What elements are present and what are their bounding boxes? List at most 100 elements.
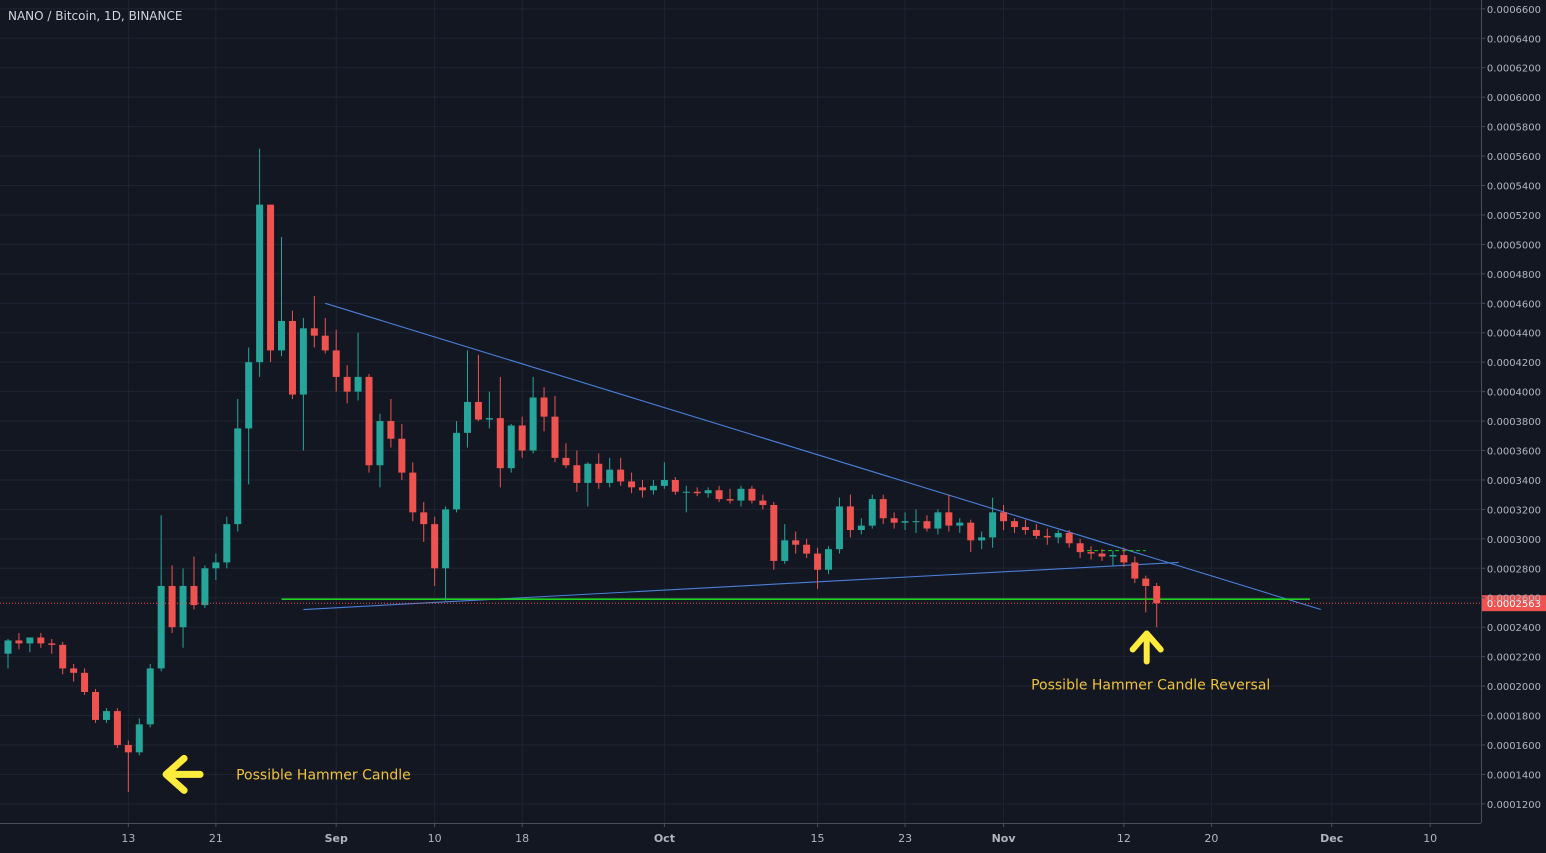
- candle: [409, 462, 417, 522]
- candle: [781, 524, 789, 564]
- candle: [551, 396, 559, 463]
- candle-body: [748, 488, 756, 501]
- candle: [48, 638, 56, 654]
- candle-body: [1054, 532, 1062, 538]
- candle-body: [912, 521, 920, 523]
- candle: [278, 237, 285, 357]
- candle-body: [737, 488, 745, 501]
- y-tick-label: 0.0003400: [1487, 476, 1541, 487]
- candle-body: [48, 643, 56, 645]
- candle: [376, 413, 384, 488]
- candle: [420, 502, 428, 542]
- candle: [726, 488, 734, 504]
- candle-body: [1076, 543, 1084, 553]
- y-tick-label: 0.0003800: [1487, 417, 1541, 428]
- y-tick-label: 0.0001800: [1487, 712, 1541, 723]
- candle: [518, 416, 526, 458]
- candle: [967, 519, 975, 553]
- candle: [102, 708, 110, 723]
- candle-body: [595, 463, 603, 483]
- candle-body: [365, 376, 373, 466]
- candle: [168, 565, 176, 634]
- candle-body: [474, 401, 482, 420]
- candle-body: [190, 585, 198, 606]
- candles: [4, 148, 1161, 793]
- candle: [792, 531, 800, 554]
- candle-body: [540, 397, 548, 417]
- candle-body: [212, 562, 220, 569]
- candle-body: [1043, 535, 1051, 538]
- candle-body: [759, 500, 767, 505]
- candle-body: [387, 421, 395, 439]
- candle-body: [562, 457, 570, 466]
- y-tick-label: 0.0006600: [1487, 5, 1541, 16]
- candle-body: [923, 521, 931, 529]
- candle: [179, 568, 187, 648]
- trendline-descending-resistance: [325, 302, 1321, 611]
- y-tick-label: 0.0005800: [1487, 123, 1541, 134]
- candle: [934, 509, 942, 535]
- candle: [562, 443, 570, 469]
- y-tick-label: 0.0005200: [1487, 211, 1541, 222]
- candle-body: [102, 711, 110, 720]
- y-tick-label: 0.0004600: [1487, 299, 1541, 310]
- x-tick-label: 12: [1117, 832, 1131, 845]
- candle-body: [92, 691, 100, 720]
- candle: [901, 512, 909, 531]
- candle: [573, 450, 581, 492]
- candle: [92, 689, 100, 723]
- x-tick-label: 23: [898, 832, 912, 845]
- candle-body: [179, 585, 187, 628]
- candle: [803, 538, 811, 558]
- candle-body: [649, 485, 657, 491]
- candle: [485, 391, 493, 429]
- candle-body: [157, 585, 165, 669]
- y-tick-label: 0.0002800: [1487, 564, 1541, 575]
- candle-body: [376, 421, 384, 466]
- y-tick-label: 0.0004200: [1487, 358, 1541, 369]
- y-tick-label: 0.0006000: [1487, 93, 1541, 104]
- candle-body: [463, 401, 471, 433]
- candle-body: [1021, 527, 1029, 531]
- y-tick-label: 0.0005000: [1487, 240, 1541, 251]
- y-tick-label: 0.0003600: [1487, 447, 1541, 458]
- candle: [431, 516, 439, 586]
- candle: [81, 668, 89, 695]
- last-price-label: 0.0002563: [1487, 599, 1541, 610]
- y-tick-label: 0.0002000: [1487, 682, 1541, 693]
- candle: [1000, 504, 1008, 531]
- y-tick-label: 0.0001200: [1487, 800, 1541, 811]
- y-tick-label: 0.0001600: [1487, 741, 1541, 752]
- candle-body: [660, 479, 668, 486]
- candle-body: [628, 481, 636, 488]
- candle-body: [846, 506, 854, 531]
- candle-body: [288, 320, 296, 395]
- x-tick-label: 20: [1204, 832, 1218, 845]
- y-tick-label: 0.0003200: [1487, 505, 1541, 516]
- y-tick-label: 0.0006400: [1487, 34, 1541, 45]
- candle: [890, 512, 898, 529]
- candle-body: [256, 204, 264, 363]
- candle-body: [967, 522, 975, 541]
- candle: [1098, 549, 1106, 561]
- candle: [463, 350, 471, 448]
- candle: [1087, 546, 1095, 560]
- candle: [212, 553, 220, 581]
- candle: [299, 318, 307, 451]
- chart-title: NANO / Bitcoin, 1D, BINANCE: [8, 9, 183, 23]
- candle: [365, 373, 373, 473]
- trendlines: [281, 302, 1321, 611]
- candle: [442, 506, 450, 601]
- candle-body: [682, 491, 690, 493]
- candle: [310, 295, 318, 348]
- candle-body: [671, 479, 679, 492]
- candle: [59, 641, 67, 675]
- candle-body: [354, 376, 362, 392]
- candle-body: [299, 328, 307, 395]
- candle: [1010, 518, 1018, 533]
- y-tick-label: 0.0006200: [1487, 64, 1541, 75]
- candle: [945, 494, 953, 532]
